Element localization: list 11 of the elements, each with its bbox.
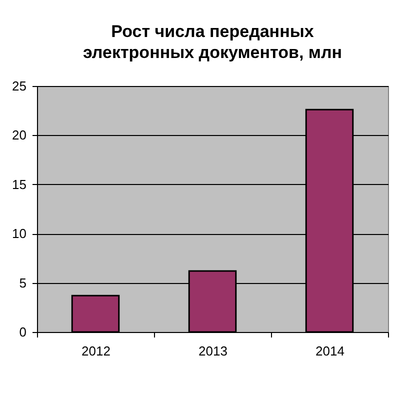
x-tick-label: 2013 — [198, 344, 228, 358]
y-tick-label: 10 — [12, 226, 26, 242]
chart-title: Рост числа переданных электронных документов, млн — [82, 22, 342, 62]
y-tick-label: 5 — [19, 275, 26, 290]
y-tick-label: 0 — [19, 324, 26, 340]
y-tick-label: 15 — [12, 176, 26, 192]
bar — [71, 294, 120, 333]
x-tick-label: 2014 — [316, 344, 344, 358]
y-tick-label: 25 — [12, 78, 26, 94]
x-tick-label: 2012 — [82, 344, 110, 358]
y-tick-label: 20 — [12, 128, 26, 143]
